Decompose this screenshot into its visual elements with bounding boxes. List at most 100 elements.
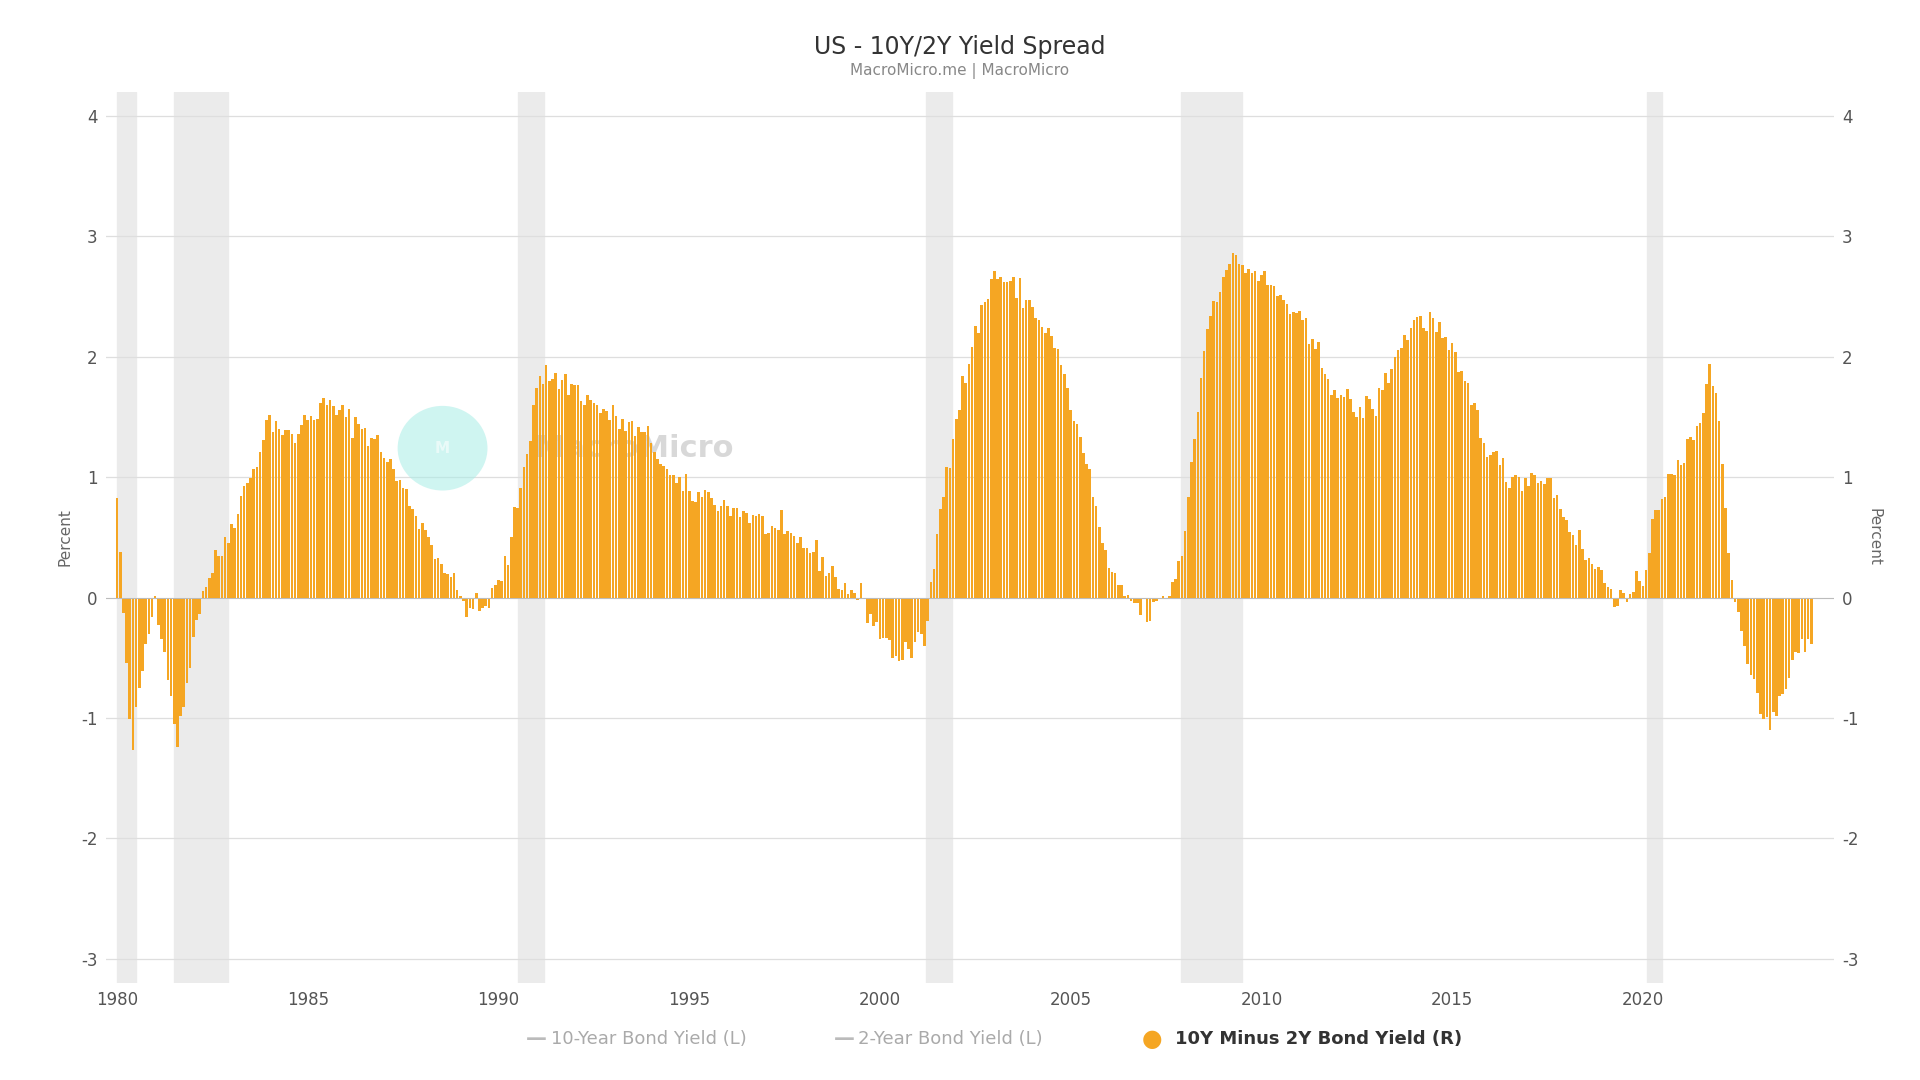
Bar bbox=[1327, 379, 1329, 597]
Bar bbox=[1572, 535, 1574, 597]
Bar bbox=[1486, 458, 1488, 597]
Bar bbox=[1772, 597, 1774, 712]
Bar bbox=[269, 415, 271, 597]
Bar bbox=[1632, 593, 1634, 597]
Bar bbox=[405, 489, 407, 597]
Bar bbox=[1734, 597, 1736, 603]
Bar bbox=[1054, 348, 1056, 597]
Bar bbox=[1137, 597, 1139, 603]
Bar bbox=[1167, 596, 1171, 597]
Bar bbox=[860, 583, 862, 597]
Bar bbox=[328, 401, 332, 597]
Bar bbox=[774, 528, 776, 597]
Bar bbox=[1340, 395, 1342, 597]
Bar bbox=[647, 427, 649, 597]
Bar bbox=[1181, 92, 1242, 983]
Bar bbox=[1094, 505, 1098, 597]
Bar bbox=[662, 465, 664, 597]
Bar bbox=[440, 564, 444, 597]
Bar bbox=[1453, 352, 1457, 597]
Bar bbox=[1699, 422, 1701, 597]
Bar bbox=[230, 524, 232, 597]
Bar bbox=[806, 548, 808, 597]
Bar bbox=[1797, 597, 1799, 653]
Bar bbox=[309, 416, 313, 597]
Bar bbox=[1645, 570, 1647, 597]
Bar bbox=[313, 420, 315, 597]
Bar bbox=[1565, 519, 1569, 597]
Bar bbox=[1219, 292, 1221, 597]
Bar bbox=[1175, 579, 1177, 597]
Bar bbox=[1215, 302, 1217, 597]
Bar bbox=[1279, 295, 1283, 597]
Bar bbox=[1788, 597, 1791, 678]
Bar bbox=[1196, 411, 1200, 597]
Bar bbox=[1540, 481, 1542, 597]
Bar bbox=[1016, 298, 1018, 597]
Bar bbox=[319, 404, 323, 597]
Bar bbox=[1356, 417, 1357, 597]
Bar bbox=[1482, 443, 1486, 597]
Bar bbox=[1171, 582, 1173, 597]
Bar bbox=[1404, 335, 1405, 597]
Bar bbox=[344, 417, 348, 597]
Bar bbox=[1778, 597, 1782, 697]
Bar bbox=[1619, 591, 1622, 597]
Bar bbox=[455, 591, 459, 597]
Bar bbox=[157, 597, 159, 625]
Bar bbox=[332, 406, 334, 597]
Bar bbox=[125, 597, 129, 663]
Bar bbox=[192, 597, 194, 637]
Bar bbox=[1010, 281, 1012, 597]
Bar bbox=[812, 552, 814, 597]
Bar bbox=[348, 408, 351, 597]
Bar bbox=[1277, 296, 1279, 597]
Bar bbox=[1066, 388, 1069, 597]
Bar bbox=[290, 434, 294, 597]
Bar bbox=[1379, 388, 1380, 597]
Bar bbox=[547, 380, 551, 597]
Bar bbox=[1388, 383, 1390, 597]
Bar bbox=[672, 474, 674, 597]
Bar bbox=[511, 538, 513, 597]
Bar bbox=[430, 545, 434, 597]
Bar bbox=[1380, 390, 1384, 597]
Bar bbox=[682, 491, 684, 597]
Bar bbox=[1089, 469, 1091, 597]
Bar bbox=[198, 597, 202, 615]
Bar bbox=[1692, 440, 1695, 597]
Bar bbox=[1642, 586, 1644, 597]
Bar bbox=[962, 376, 964, 597]
Bar bbox=[996, 279, 998, 597]
Bar bbox=[1323, 375, 1327, 597]
Bar bbox=[536, 388, 538, 597]
Bar bbox=[764, 535, 766, 597]
Bar bbox=[225, 537, 227, 597]
Bar bbox=[148, 597, 150, 634]
Bar bbox=[1083, 454, 1085, 597]
Bar bbox=[1546, 477, 1549, 597]
Bar bbox=[1496, 451, 1498, 597]
Bar bbox=[234, 528, 236, 597]
Bar bbox=[609, 420, 611, 597]
Bar bbox=[411, 510, 415, 597]
Bar bbox=[144, 597, 148, 644]
Bar bbox=[342, 405, 344, 597]
Bar bbox=[484, 597, 488, 606]
Bar bbox=[1665, 497, 1667, 597]
Bar bbox=[538, 376, 541, 597]
Bar bbox=[1801, 597, 1803, 639]
Bar bbox=[649, 443, 653, 597]
Bar bbox=[1361, 418, 1365, 597]
Bar bbox=[1185, 530, 1187, 597]
Bar bbox=[685, 474, 687, 597]
Bar bbox=[1110, 572, 1114, 597]
Bar bbox=[280, 435, 284, 597]
Bar bbox=[513, 507, 516, 597]
Bar bbox=[1670, 474, 1672, 597]
Bar bbox=[758, 514, 760, 597]
Bar bbox=[1473, 403, 1476, 597]
Bar bbox=[428, 537, 430, 597]
Bar bbox=[866, 597, 868, 623]
Bar bbox=[1584, 561, 1588, 597]
